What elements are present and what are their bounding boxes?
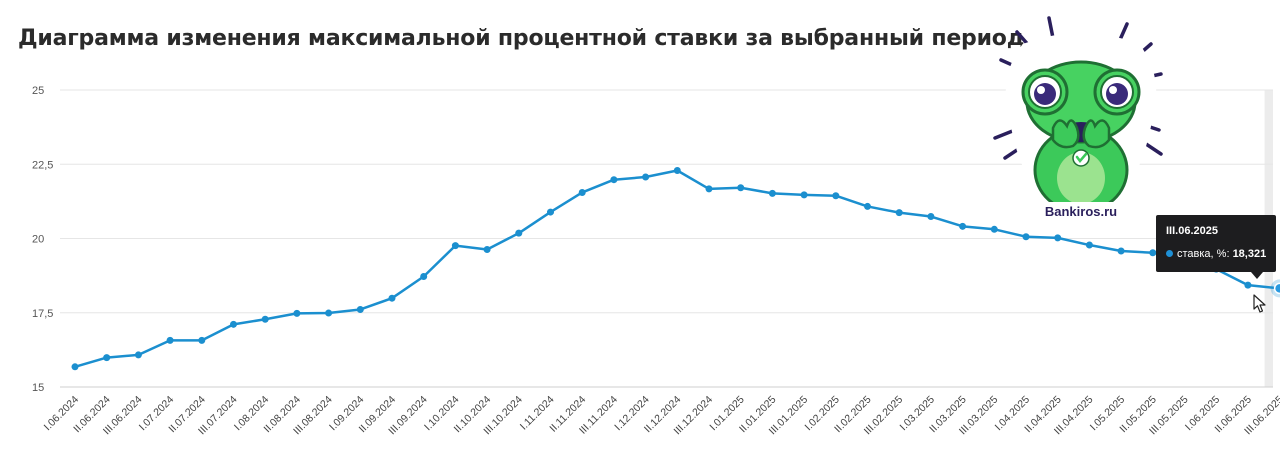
series-points [71,166,1280,371]
data-point[interactable] [1054,234,1062,242]
data-point[interactable] [103,354,111,362]
data-point[interactable] [1022,233,1030,241]
data-point[interactable] [927,213,935,221]
data-point[interactable] [261,315,269,323]
data-point[interactable] [483,245,491,253]
data-point[interactable] [610,176,618,184]
mouse-cursor-icon [1253,294,1266,313]
data-point[interactable] [990,225,998,233]
data-point[interactable] [578,188,586,196]
data-point[interactable] [166,336,174,344]
data-point[interactable] [1085,241,1093,249]
data-point[interactable] [705,185,713,193]
y-tick-label: 20 [32,234,44,246]
data-point[interactable] [1117,247,1125,255]
data-point[interactable] [134,351,142,359]
data-point[interactable] [1273,282,1280,295]
data-point[interactable] [547,208,554,216]
mascot-brand-text: Bankiros.ru [1045,204,1117,219]
data-point[interactable] [768,189,776,197]
data-point[interactable] [864,202,871,210]
y-tick-label: 25 [32,85,44,97]
data-point[interactable] [737,184,745,192]
chart-title: Диаграмма изменения максимальной процент… [18,26,1025,51]
data-point[interactable] [959,222,967,230]
data-point[interactable] [325,309,333,317]
chart-tooltip: III.06.2025 ставка, %: 18,321 [1156,215,1276,272]
data-point[interactable] [293,309,301,317]
y-tick-label: 17,5 [32,308,53,320]
data-point[interactable] [895,209,903,217]
tooltip-arrow [1251,272,1263,279]
frog-mascot-icon: Bankiros.ru [993,16,1163,223]
series-dot-icon [1166,250,1173,257]
data-point[interactable] [356,305,364,313]
data-point[interactable] [71,363,79,371]
data-point[interactable] [198,336,206,344]
data-point[interactable] [420,273,428,281]
data-point[interactable] [642,173,650,181]
chart-grid [60,89,1273,388]
tooltip-row: ставка, %: 18,321 [1166,248,1276,260]
data-point[interactable] [673,166,681,174]
x-axis-ticks: I.06.2024II.06.2024III.06.2024I.07.2024I… [42,394,1280,438]
data-point[interactable] [1149,249,1157,257]
data-point[interactable] [230,320,237,328]
y-tick-label: 15 [32,382,44,394]
y-tick-label: 22,5 [32,159,53,171]
data-point[interactable] [1244,281,1252,289]
data-point[interactable] [515,229,523,237]
y-axis-ticks: 15 17,5 20 22,5 25 [32,85,53,394]
tooltip-value: 18,321 [1232,248,1267,260]
data-point[interactable] [451,242,459,250]
data-point[interactable] [832,192,840,200]
tooltip-series-label: ставка, %: [1177,248,1230,260]
data-point[interactable] [800,191,808,199]
data-point[interactable] [388,294,396,302]
tooltip-date: III.06.2025 [1166,225,1218,237]
